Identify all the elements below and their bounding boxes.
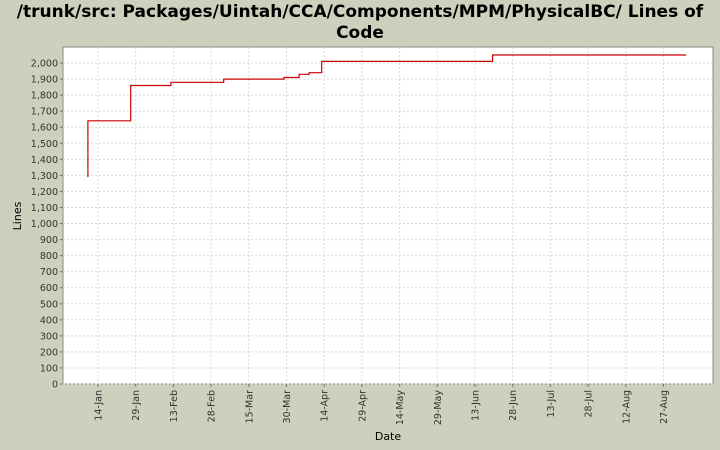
x-tick-label: 14-Jan: [94, 390, 105, 421]
x-tick-label: 13-Jun: [471, 390, 482, 421]
y-tick-label: 1,600: [31, 123, 58, 134]
x-tick-label: 28-Jul: [584, 390, 595, 418]
x-tick-label: 13-Jul: [546, 390, 557, 418]
grid: [63, 47, 713, 385]
y-tick-label: 1,500: [31, 139, 58, 150]
y-tick-label: 1,900: [31, 75, 58, 86]
y-tick-label: 1,800: [31, 91, 58, 102]
x-axis-label: Date: [375, 430, 402, 443]
y-axis-label: Lines: [11, 201, 24, 230]
y-tick-label: 800: [40, 251, 58, 262]
x-tick-label: 28-Feb: [207, 390, 218, 422]
chart-title: /trunk/src: Packages/Uintah/CCA/Componen…: [16, 2, 704, 43]
x-tick-label: 14-Apr: [320, 390, 331, 422]
y-tick-label: 300: [40, 331, 58, 342]
y-tick-label: 400: [40, 315, 58, 326]
y-tick-label: 1,300: [31, 171, 58, 182]
x-tick-label: 30-Mar: [282, 390, 293, 424]
x-tick-label: 12-Aug: [621, 390, 632, 424]
y-tick-label: 1,700: [31, 107, 58, 118]
series-line: [87, 54, 687, 177]
plot-area: [62, 46, 714, 385]
y-tick-label: 1,200: [31, 187, 58, 198]
y-tick-label: 200: [40, 347, 58, 358]
x-tick-label: 15-Mar: [244, 390, 255, 424]
y-tick-label: 1,100: [31, 203, 58, 214]
x-tick-label: 29-May: [433, 390, 444, 426]
y-tick-label: 100: [40, 363, 58, 374]
y-tick-label: 1,000: [31, 219, 58, 230]
x-tick-label: 29-Jan: [131, 390, 142, 421]
x-tick-label: 14-May: [395, 390, 406, 426]
y-tick-label: 900: [40, 235, 58, 246]
x-ticks: 14-Jan 29-Jan 13-Feb 28-Feb 15-Mar 30-Mar 14-A…: [94, 384, 670, 426]
series-layer: [87, 54, 687, 177]
y-tick-label: 500: [40, 299, 58, 310]
x-tick-label: 29-Apr: [357, 390, 368, 422]
y-ticks: 0 100 200 300 400 500 600 700 800 900 1,000 1,100 1,…: [31, 59, 63, 391]
x-tick-label: 28-Jun: [508, 390, 519, 421]
y-tick-label: 2,000: [31, 59, 58, 70]
y-tick-label: 600: [40, 283, 58, 294]
y-tick-label: 1,400: [31, 155, 58, 166]
x-tick-label: 27-Aug: [659, 390, 670, 424]
x-tick-label: 13-Feb: [169, 390, 180, 422]
y-tick-label: 700: [40, 267, 58, 278]
y-tick-label: 0: [52, 380, 58, 391]
